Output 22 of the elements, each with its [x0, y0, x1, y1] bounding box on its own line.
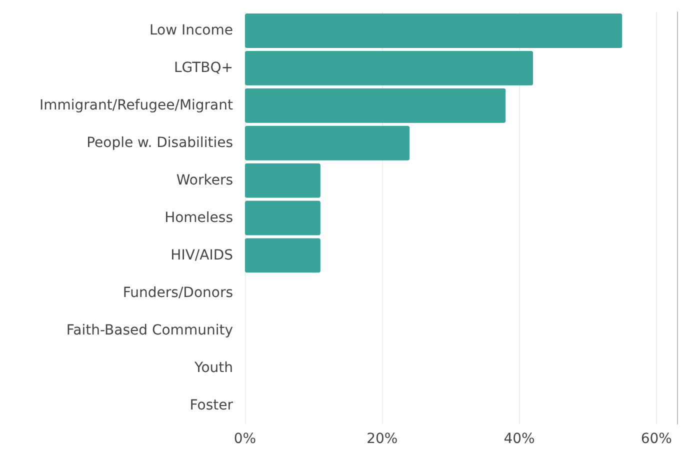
bar: [245, 14, 622, 48]
y-tick-label: Funders/Donors: [122, 284, 233, 301]
y-tick-label: Youth: [194, 360, 233, 376]
bar: [245, 238, 320, 273]
y-tick-label: HIV/AIDS: [170, 247, 234, 264]
y-tick-label: Low Income: [149, 22, 233, 39]
y-tick-label: Foster: [190, 397, 234, 414]
x-tick-label: 20%: [366, 431, 398, 447]
y-tick-label: Immigrant/Refugee/Migrant: [40, 98, 234, 114]
bar: [245, 88, 506, 123]
y-tick-label: People w. Disabilities: [86, 135, 233, 152]
bar: [245, 200, 320, 236]
x-tick-label: 60%: [640, 431, 672, 447]
y-tick-label: Workers: [176, 172, 233, 189]
bar: [245, 50, 533, 86]
bar: [245, 126, 410, 160]
x-tick-label: 40%: [504, 431, 535, 447]
y-tick-label: Homeless: [164, 210, 233, 226]
y-tick-label: LGTBQ+: [174, 60, 233, 76]
y-tick-label: Faith-Based Community: [66, 322, 233, 338]
x-tick-label: 0%: [234, 431, 256, 447]
bar: [245, 163, 320, 198]
